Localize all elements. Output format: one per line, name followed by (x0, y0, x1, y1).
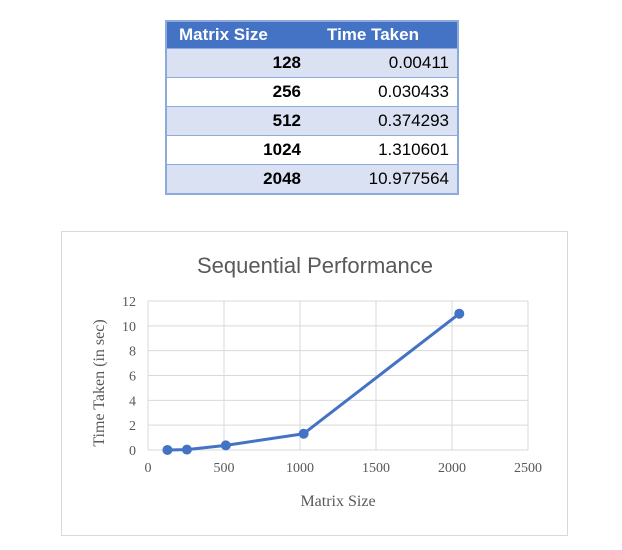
table-row: 1024 1.310601 (166, 135, 458, 165)
cell-time-taken: 10.977564 (309, 164, 458, 194)
x-tick-label: 500 (214, 461, 235, 476)
chart-title: Sequential Performance (197, 253, 433, 278)
y-tick-label: 6 (129, 370, 136, 385)
x-tick-labels: 0 500 1000 1500 2000 2500 (145, 461, 543, 476)
table-header-row: Matrix Size Time Taken (166, 21, 458, 49)
cell-time-taken: 0.00411 (309, 48, 458, 78)
y-tick-label: 8 (129, 345, 136, 360)
data-point (220, 440, 231, 451)
y-tick-label: 0 (129, 444, 136, 459)
cell-matrix-size: 1024 (166, 135, 309, 165)
table-row: 2048 10.977564 (166, 164, 458, 194)
cell-time-taken: 0.374293 (309, 106, 458, 136)
results-table: Matrix Size Time Taken 128 0.00411 256 0… (165, 20, 459, 195)
cell-time-taken: 1.310601 (309, 135, 458, 165)
chart-container: Sequential Performance 0 2 4 6 8 10 12 0 500 100… (61, 231, 568, 536)
header-matrix-size: Matrix Size (166, 21, 309, 49)
x-tick-label: 1000 (286, 461, 314, 476)
cell-matrix-size: 512 (166, 106, 309, 136)
data-point (181, 444, 192, 455)
table-row: 256 0.030433 (166, 77, 458, 107)
x-axis-label: Matrix Size (300, 493, 375, 510)
y-tick-labels: 0 2 4 6 8 10 12 (122, 295, 136, 459)
data-point (454, 308, 465, 319)
series-line (167, 312, 461, 452)
x-tick-label: 0 (145, 461, 152, 476)
data-point (162, 444, 173, 455)
table-row: 512 0.374293 (166, 106, 458, 136)
y-tick-label: 4 (129, 394, 136, 409)
series-layer (162, 308, 465, 455)
data-point (298, 428, 309, 439)
y-axis-label: Time Taken (in sec) (91, 319, 108, 446)
cell-matrix-size: 2048 (166, 164, 309, 194)
cell-matrix-size: 256 (166, 77, 309, 107)
y-tick-label: 10 (122, 320, 136, 335)
table-row: 128 0.00411 (166, 48, 458, 78)
x-tick-label: 2500 (514, 461, 542, 476)
x-tick-label: 2000 (438, 461, 466, 476)
gridlines (147, 300, 529, 451)
header-time-taken: Time Taken (309, 21, 458, 49)
cell-matrix-size: 128 (166, 48, 309, 78)
y-tick-label: 2 (129, 419, 136, 434)
cell-time-taken: 0.030433 (309, 77, 458, 107)
y-tick-label: 12 (122, 295, 136, 310)
x-tick-label: 1500 (362, 461, 390, 476)
performance-chart: Sequential Performance 0 2 4 6 8 10 12 0 500 100… (91, 253, 543, 510)
